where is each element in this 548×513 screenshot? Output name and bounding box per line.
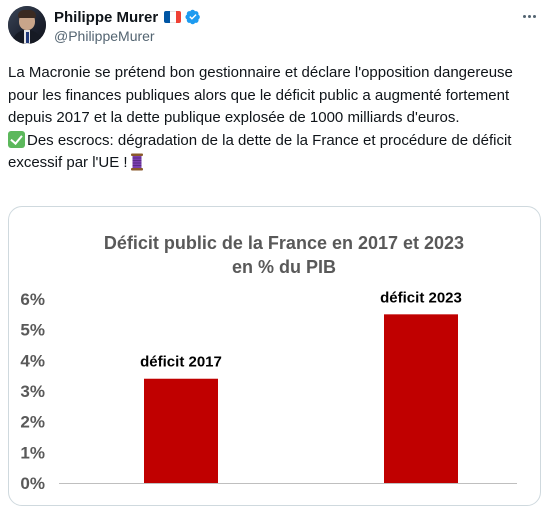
y-tick-label: 6% xyxy=(20,290,45,309)
bar-label-2: déficit 2023 xyxy=(380,289,462,306)
check-mark-emoji-icon xyxy=(8,130,25,148)
author-display-name[interactable]: Philippe Murer xyxy=(54,8,159,26)
y-tick-label: 1% xyxy=(20,443,45,462)
more-options-button[interactable] xyxy=(518,8,540,24)
chart-subtitle: en % du PIB xyxy=(232,257,336,277)
y-tick-label: 3% xyxy=(20,382,45,401)
tweet-paragraph-1: La Macronie se prétend bon gestionnaire … xyxy=(8,64,513,126)
verified-badge-icon xyxy=(185,9,201,25)
tweet-paragraph-2: Des escrocs: dégradation de la dette de … xyxy=(8,130,528,175)
y-tick-label: 4% xyxy=(20,351,45,370)
thread-spool-emoji-icon xyxy=(130,153,143,171)
deficit-bar-chart: Déficit public de la France en 2017 et 2… xyxy=(20,233,517,493)
author-handle[interactable]: @PhilippeMurer xyxy=(54,28,155,44)
y-axis: 0% 1% 2% 3% 4% 5% 6% xyxy=(20,290,45,493)
bar-2 xyxy=(384,314,458,483)
tweet-text: La Macronie se prétend bon gestionnaire … xyxy=(8,62,528,175)
bar-1 xyxy=(144,378,218,483)
y-tick-label: 0% xyxy=(20,474,45,493)
france-flag-icon xyxy=(164,11,182,23)
y-tick-label: 2% xyxy=(20,413,45,432)
more-dots-icon xyxy=(522,14,526,18)
y-tick-label: 5% xyxy=(20,321,45,340)
author-name-row[interactable]: Philippe Murer xyxy=(54,8,201,26)
avatar[interactable] xyxy=(8,6,46,44)
bar-label-1: déficit 2017 xyxy=(140,354,222,371)
chart-title: Déficit public de la France en 2017 et 2… xyxy=(104,233,464,253)
bars: déficit 2017 déficit 2023 xyxy=(140,289,462,483)
tweet-paragraph-2-text: Des escrocs: dégradation de la dette de … xyxy=(8,131,512,172)
tweet-media-image[interactable]: Déficit public de la France en 2017 et 2… xyxy=(8,206,541,506)
